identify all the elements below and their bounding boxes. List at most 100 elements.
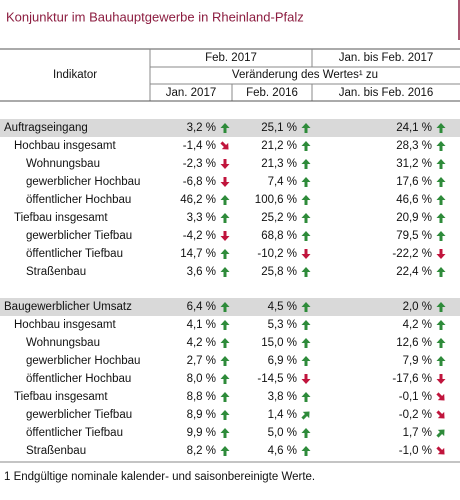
- trend-arrow: [220, 374, 230, 384]
- trend-arrow: [220, 123, 230, 133]
- cell-value: 68,8 %: [261, 230, 297, 242]
- cell-value: 20,9 %: [396, 212, 432, 224]
- header-cell: Jan. 2017: [166, 87, 217, 99]
- header-cell: Feb. 2017: [205, 52, 257, 64]
- cell-value: 21,3 %: [261, 158, 297, 170]
- row-label: Hochbau insgesamt: [14, 319, 116, 331]
- trend-arrow: [301, 446, 311, 456]
- trend-arrow: [436, 410, 445, 419]
- trend-arrow: [436, 267, 446, 277]
- cell-value: 25,8 %: [261, 266, 297, 278]
- row-label: gewerblicher Hochbau: [26, 355, 140, 367]
- cell-value: 3,2 %: [187, 122, 216, 134]
- trend-arrow: [301, 411, 310, 420]
- trend-arrow: [220, 356, 230, 366]
- trend-arrow: [301, 428, 311, 438]
- cell-value: 8,0 %: [187, 373, 216, 385]
- trend-arrow: [301, 392, 311, 402]
- cell-value: -1,4 %: [183, 140, 216, 152]
- trend-arrow: [436, 159, 446, 169]
- section-band: [0, 119, 460, 137]
- trend-arrow: [301, 177, 311, 187]
- trend-arrow: [301, 374, 311, 384]
- trend-arrow: [436, 231, 446, 241]
- cell-value: 7,9 %: [403, 355, 432, 367]
- row-label: öffentlicher Hochbau: [26, 194, 131, 206]
- trend-arrow: [220, 446, 230, 456]
- row-label: öffentlicher Tiefbau: [26, 248, 123, 260]
- trend-arrow: [301, 267, 311, 277]
- header-cell: Indikator: [53, 69, 97, 81]
- cell-value: 1,7 %: [403, 427, 432, 439]
- cell-value: 100,6 %: [255, 194, 297, 206]
- trend-arrow: [436, 338, 446, 348]
- cell-value: 24,1 %: [396, 122, 432, 134]
- trend-arrow: [436, 320, 446, 330]
- cell-value: 6,9 %: [268, 355, 297, 367]
- cell-value: 9,9 %: [187, 427, 216, 439]
- row-label: Baugewerblicher Umsatz: [4, 301, 132, 313]
- header-cell: Feb. 2016: [246, 87, 298, 99]
- cell-value: 79,5 %: [396, 230, 432, 242]
- trend-arrow: [220, 195, 230, 205]
- trend-arrow: [436, 429, 445, 438]
- trend-arrow: [301, 302, 311, 312]
- cell-value: 3,6 %: [187, 266, 216, 278]
- cell-value: 4,6 %: [268, 445, 297, 457]
- trend-arrow: [436, 141, 446, 151]
- cell-value: 5,3 %: [268, 319, 297, 331]
- trend-arrow: [220, 213, 230, 223]
- cell-value: 4,2 %: [187, 337, 216, 349]
- trend-arrow: [220, 410, 230, 420]
- cell-value: 15,0 %: [261, 337, 297, 349]
- trend-arrow: [301, 231, 311, 241]
- row-label: Hochbau insgesamt: [14, 140, 116, 152]
- trend-arrow: [436, 213, 446, 223]
- trend-arrow: [436, 195, 446, 205]
- cell-value: -0,1 %: [399, 391, 432, 403]
- cell-value: -6,8 %: [183, 176, 216, 188]
- cell-value: 1,4 %: [268, 409, 297, 421]
- row-label: gewerblicher Tiefbau: [26, 409, 132, 421]
- trend-arrow: [220, 249, 230, 259]
- trend-arrow: [301, 320, 311, 330]
- cell-value: 4,1 %: [187, 319, 216, 331]
- header-cell: Veränderung des Wertes¹ zu: [232, 69, 378, 81]
- cell-value: 14,7 %: [180, 248, 216, 260]
- row-label: Tiefbau insgesamt: [14, 212, 108, 224]
- cell-value: 46,6 %: [396, 194, 432, 206]
- trend-arrow: [220, 177, 230, 187]
- trend-arrow: [301, 195, 311, 205]
- trend-arrow: [220, 267, 230, 277]
- trend-arrow: [436, 123, 446, 133]
- cell-value: 21,2 %: [261, 140, 297, 152]
- trend-arrow: [220, 320, 230, 330]
- trend-arrow: [301, 249, 311, 259]
- trend-arrow: [301, 356, 311, 366]
- row-label: Tiefbau insgesamt: [14, 391, 108, 403]
- cell-value: 17,6 %: [396, 176, 432, 188]
- cell-value: 46,2 %: [180, 194, 216, 206]
- trend-arrow: [301, 213, 311, 223]
- cell-value: 6,4 %: [187, 301, 216, 313]
- trend-arrow: [220, 141, 229, 150]
- cell-value: 25,2 %: [261, 212, 297, 224]
- cell-value: 3,8 %: [268, 391, 297, 403]
- cell-value: -22,2 %: [392, 248, 432, 260]
- section-band: [0, 298, 460, 316]
- cell-value: 31,2 %: [396, 158, 432, 170]
- cell-value: 22,4 %: [396, 266, 432, 278]
- cell-value: -4,2 %: [183, 230, 216, 242]
- row-label: gewerblicher Tiefbau: [26, 230, 132, 242]
- cell-value: 7,4 %: [268, 176, 297, 188]
- cell-value: 12,6 %: [396, 337, 432, 349]
- cell-value: -17,6 %: [392, 373, 432, 385]
- footnote: 1 Endgültige nominale kalender- und sais…: [4, 471, 315, 483]
- trend-arrow: [220, 231, 230, 241]
- title: Konjunktur im Bauhauptgewerbe in Rheinla…: [6, 9, 304, 24]
- header-cell: Jan. bis Feb. 2016: [339, 87, 434, 99]
- row-label: Straßenbau: [26, 266, 86, 278]
- cell-value: -1,0 %: [399, 445, 432, 457]
- cell-value: 8,2 %: [187, 445, 216, 457]
- trend-arrow: [301, 338, 311, 348]
